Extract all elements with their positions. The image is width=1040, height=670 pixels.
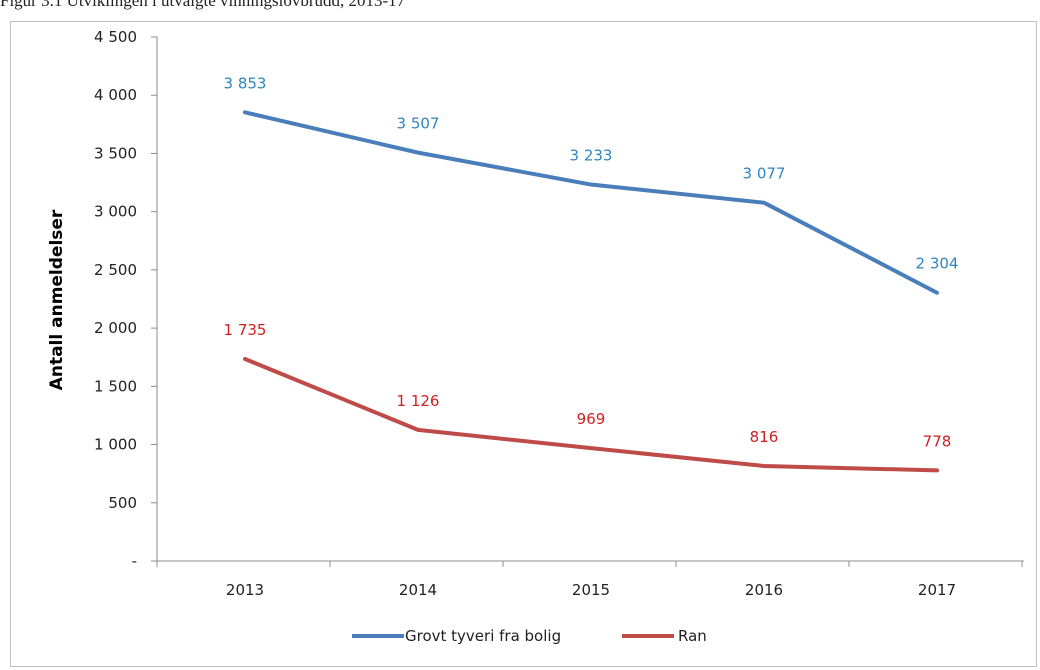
legend: Grovt tyveri fra bolig Ran	[352, 627, 707, 645]
data-labels: 3 853 3 507 3 233 3 077 2 304 1 735 1 126 969 81…	[224, 74, 959, 450]
y-tick-label: 4 000	[94, 86, 137, 104]
data-label: 2 304	[916, 255, 959, 273]
data-label: 1 735	[224, 321, 267, 339]
x-tick-label: 2015	[572, 581, 610, 599]
legend-entry: Ran	[678, 627, 707, 645]
y-tick-label: 2 500	[94, 261, 137, 279]
series-line-grovt-tyveri	[243, 110, 939, 295]
data-label: 3 233	[570, 147, 613, 165]
y-tick-label: 4 500	[94, 28, 137, 46]
data-label: 3 077	[743, 165, 786, 183]
data-label: 3 507	[397, 115, 440, 133]
y-tick-label: 3 500	[94, 144, 137, 162]
y-tick-label: 3 000	[94, 203, 137, 221]
x-tick-label: 2014	[399, 581, 437, 599]
y-tick-label: 2 000	[94, 319, 137, 337]
series-line-ran	[243, 356, 939, 473]
data-label: 3 853	[224, 74, 267, 92]
data-label: 1 126	[397, 392, 440, 410]
legend-entry: Grovt tyveri fra bolig	[405, 627, 561, 645]
y-tick-label: 500	[108, 494, 137, 512]
chart-frame	[10, 21, 1037, 667]
y-tick-label: 1 500	[94, 377, 137, 395]
axes	[151, 36, 1024, 567]
data-label: 816	[750, 428, 779, 446]
x-tick-labels: 2013 2014 2015 2016 2017	[226, 581, 956, 599]
x-tick-label: 2017	[918, 581, 956, 599]
y-tick-labels: - 500 1 000 1 500 2 000 2 500 3 000 3 500 4 000 4…	[94, 28, 137, 570]
y-tick-label: 1 000	[94, 436, 137, 454]
data-label: 778	[923, 432, 952, 450]
y-tick-label: -	[132, 552, 137, 570]
figure-caption: Figur 3.1 Utviklingen i utvalgte vinning…	[0, 0, 406, 10]
y-axis-label: Antall anmeldelser	[47, 209, 67, 390]
series-lines	[243, 110, 939, 473]
data-label: 969	[577, 410, 606, 428]
x-tick-label: 2016	[745, 581, 783, 599]
x-tick-label: 2013	[226, 581, 264, 599]
